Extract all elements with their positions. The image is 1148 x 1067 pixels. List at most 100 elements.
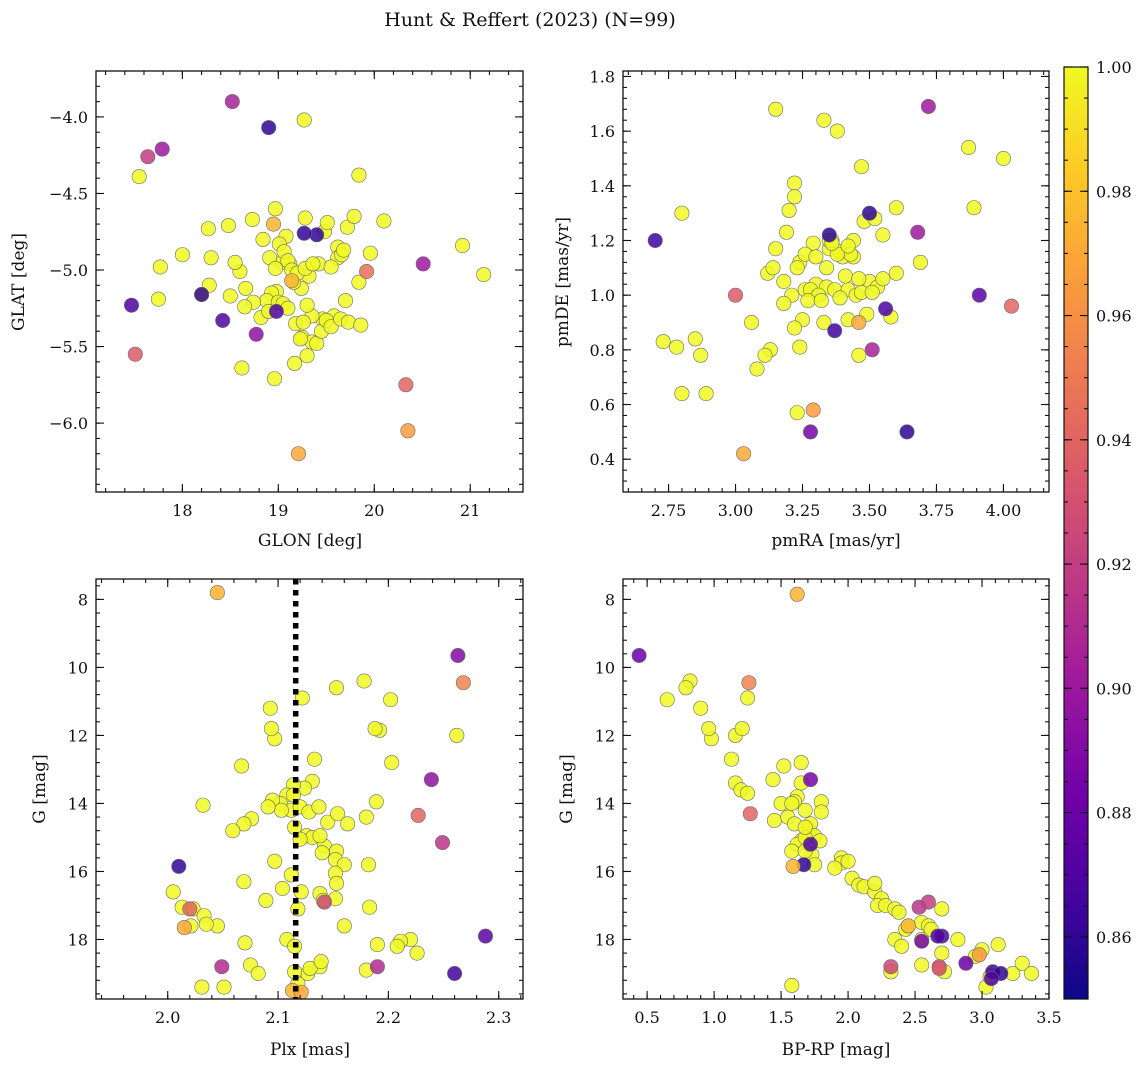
plx-point [328, 680, 344, 696]
sky-point [296, 112, 312, 128]
cmd-xtick-label: 1.5 [768, 1008, 793, 1027]
pm-point [800, 293, 816, 309]
pm-point [819, 260, 835, 276]
sky-point [476, 267, 492, 283]
cmd-point [740, 785, 756, 801]
cmd-point [934, 901, 950, 917]
plx-point [383, 692, 399, 708]
pm-ytick-label: 1.4 [590, 177, 615, 196]
cmd-xtick-label: 2.5 [902, 1008, 927, 1027]
pm-point [786, 320, 802, 336]
colorbar-tick-label: 0.90 [1096, 679, 1132, 698]
plx-point [209, 585, 225, 601]
pm-point [875, 227, 891, 243]
pm-point [966, 200, 982, 216]
cmd-point [802, 836, 818, 852]
sky-point [292, 331, 308, 347]
plx-ytick-label: 14 [68, 794, 88, 813]
plx-point [216, 979, 232, 995]
plx-point [358, 809, 374, 825]
colorbar: 0.86 0.88 0.90 0.92 0.94 0.96 0.98 1.00 [1063, 58, 1132, 1000]
sky-point [297, 210, 313, 226]
plx-point [367, 721, 383, 737]
cmd-point [659, 692, 675, 708]
plx-point [194, 979, 210, 995]
cmd-axes: 0.5 1.0 1.5 2.0 2.5 3.0 3.5 8 10 12 14 16 18 [595, 578, 1062, 1027]
plx-point [356, 673, 372, 689]
sky-ylabel: GLAT [deg] [9, 233, 29, 331]
pm-point [851, 271, 867, 287]
sky-point [339, 219, 355, 235]
cmd-points [631, 586, 1040, 995]
plx-point [313, 954, 329, 970]
cmd-xtick-label: 1.0 [701, 1008, 726, 1027]
sky-point [454, 238, 470, 254]
cmd-point [784, 977, 800, 993]
plx-point [273, 802, 289, 818]
plx-ytick-label: 16 [68, 862, 88, 881]
pm-point [655, 334, 671, 350]
cmd-point [894, 938, 910, 954]
plx-point [360, 857, 376, 873]
colorbar-tick-label: 0.96 [1096, 307, 1132, 326]
pm-point [899, 424, 915, 440]
plx-point [449, 727, 465, 743]
cmd-point [931, 960, 947, 976]
pm-point [786, 189, 802, 205]
sky-xtick-label: 18 [172, 501, 192, 520]
pm-point [851, 347, 867, 363]
cmd-point [723, 751, 739, 767]
cmd-xtick-label: 3.5 [1036, 1008, 1061, 1027]
pm-ytick-label: 1.0 [590, 286, 615, 305]
pm-point [995, 151, 1011, 167]
plx-ylabel: G [mag] [30, 754, 50, 823]
pm-xtick-label: 3.00 [718, 501, 754, 520]
cmd-ytick-label: 18 [595, 930, 615, 949]
cmd-point [793, 755, 809, 771]
pm-xtick-label: 2.75 [651, 501, 687, 520]
sky-xlabel: GLON [deg] [258, 531, 362, 551]
pm-point [776, 273, 792, 289]
pm-point [698, 386, 714, 402]
pm-point [768, 101, 784, 117]
pm-point [910, 224, 926, 240]
sky-point [222, 288, 238, 304]
sky-xtick-label: 19 [268, 501, 288, 520]
cmd-point [983, 971, 999, 987]
cmd-point [797, 802, 813, 818]
pm-axes: 2.75 3.00 3.25 3.50 3.75 4.00 0.4 0.6 0.8 1.0 1.2 1… [590, 67, 1050, 520]
pm-point [1003, 298, 1019, 314]
plx-point [434, 835, 450, 851]
cmd-frame [622, 578, 1050, 1000]
sky-point [244, 212, 260, 228]
pm-point [853, 159, 869, 175]
plx-point [171, 858, 187, 874]
cmd-ytick-label: 12 [595, 726, 615, 745]
pm-ytick-label: 0.6 [590, 396, 615, 415]
pm-xtick-label: 4.00 [986, 501, 1022, 520]
cmd-point [1024, 965, 1040, 981]
sky-point [287, 355, 303, 371]
sky-point [266, 371, 282, 387]
plx-point [237, 935, 253, 951]
plx-point [455, 675, 471, 691]
plx-point [447, 965, 463, 981]
pm-point [875, 271, 891, 287]
cmd-point [784, 795, 800, 811]
cmd-xtick-label: 3.0 [969, 1008, 994, 1027]
pm-point [864, 284, 880, 300]
pm-point [687, 331, 703, 347]
pm-point [829, 123, 845, 139]
plx-point [263, 721, 279, 737]
sky-point [323, 259, 339, 275]
cmd-point [958, 955, 974, 971]
pm-ytick-label: 0.4 [590, 450, 615, 469]
plx-point [384, 755, 400, 771]
pm-xtick-label: 3.75 [919, 501, 955, 520]
plx-xlabel: Plx [mas] [270, 1040, 350, 1060]
plx-point [306, 751, 322, 767]
colorbar-tick-label: 0.88 [1096, 804, 1132, 823]
pm-point [789, 405, 805, 421]
sky-point [224, 94, 240, 110]
sky-points [124, 94, 492, 462]
